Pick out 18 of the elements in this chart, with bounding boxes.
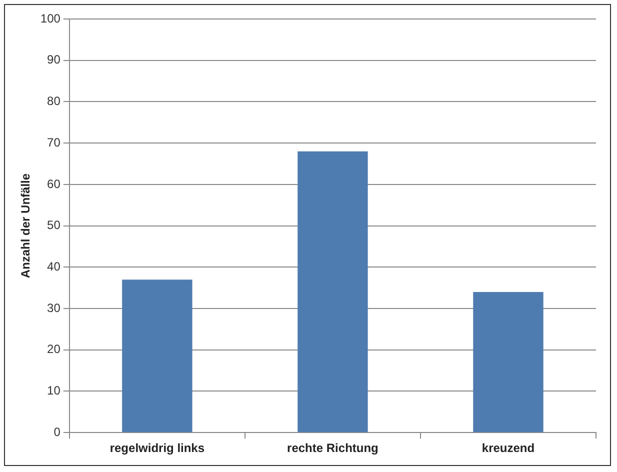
y-tick-label: 0 bbox=[54, 424, 61, 439]
x-tick-label: kreuzend bbox=[482, 441, 535, 456]
y-tick-label: 10 bbox=[47, 384, 61, 398]
y-tick-label: 70 bbox=[47, 135, 61, 150]
y-tick-label: 90 bbox=[47, 52, 61, 67]
y-tick-label: 100 bbox=[40, 11, 61, 26]
y-tick-label: 30 bbox=[47, 300, 61, 315]
y-tick-label: 20 bbox=[47, 342, 61, 356]
y-tick-label: 40 bbox=[47, 259, 61, 274]
y-axis-title: Anzahl der Unfälle bbox=[18, 173, 33, 278]
y-tick-label: 50 bbox=[47, 218, 61, 232]
x-tick-label: rechte Richtung bbox=[287, 441, 378, 456]
y-tick-label: 60 bbox=[47, 176, 61, 191]
x-tick-label: regelwidrig links bbox=[110, 441, 205, 456]
bar bbox=[122, 280, 192, 432]
y-tick-label: 80 bbox=[47, 94, 61, 108]
bar bbox=[298, 151, 368, 432]
bar bbox=[473, 292, 544, 432]
